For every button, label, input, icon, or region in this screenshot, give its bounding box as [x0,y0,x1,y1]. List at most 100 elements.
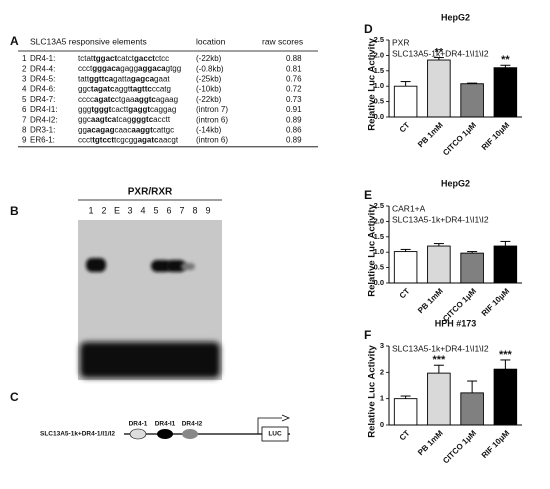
sequence-part: gtgg [166,64,182,73]
lane-label: 2 [101,205,106,215]
element-name: DR4-1: [30,54,55,63]
significance: ** [435,46,444,58]
sequence-part: ccct [78,64,93,73]
bar [427,59,451,118]
location: (-25kb) [196,75,222,84]
sequence-part: cactt [111,105,129,114]
location: (-10kb) [196,85,222,94]
panel-label: C [10,390,19,404]
sequence: cccttgtccttcgcggagatcaacgt [78,136,179,145]
construct-name: SLC13A5-1k+DR4-1/I1/I2 [40,431,115,438]
row-index: 9 [22,136,27,145]
gel-title: PXR/RXR [128,187,173,198]
sequence-part: tctat [78,54,94,63]
sequence-part: catct [117,54,135,63]
element-label: DR4-1 [129,421,148,428]
significance: ** [501,54,510,66]
table-header: location [196,36,226,46]
y-tick-label: 2.0 [374,50,384,59]
sequence-part: gagca [131,75,155,84]
lane-label: E [114,205,120,215]
sequence-part: agatc [138,136,159,145]
location: (-14kb) [196,126,222,135]
sequence-part: tgtcct [92,136,114,145]
location: (intron 6) [196,136,228,145]
sequence-part: gggaca [92,64,121,73]
element-name: DR4-6: [30,85,55,94]
row-index: 7 [22,115,27,124]
sequence-part: ccatg [152,85,171,94]
bar [460,252,484,284]
sequence-part: acctt [153,115,171,124]
bar [393,85,418,118]
row-index: 6 [22,105,27,114]
sequence-part: ctcc [155,54,169,63]
raw-score: 0.72 [286,85,302,94]
x-tick-label: CITCO 1μM [441,120,478,157]
sequence-part: caac [114,126,131,135]
sequence-part: agaag [156,95,178,104]
panel-label: D [364,22,373,36]
sequence-part: gaggt [128,105,150,114]
lane-label: 7 [179,205,184,215]
sequence-part: ggc [78,85,91,94]
element-name: DR4-4: [30,64,55,73]
reporter-label: LUC [268,431,282,438]
y-axis-label: Relative Luc Activity [367,204,378,297]
element-name: ER6-1: [30,136,55,145]
panel-label: E [364,188,372,202]
x-tick-label: CITCO 1μM [441,428,478,465]
panel-label: A [10,34,19,48]
sequence-part: tagttc [130,85,152,94]
x-tick-label: RIF 10μM [480,286,512,318]
element-label: DR4-I1 [155,421,176,428]
chart-title: HepG2 [441,178,470,188]
raw-score: 0.81 [286,64,302,73]
band [166,260,186,272]
table-header: SLC13A5 responsive elements [30,36,147,46]
sequence-part: cccc [78,95,94,104]
y-tick-label: 1.5 [374,232,384,241]
annotation: SLC13A5-1k+DR4-1\I1\I2 [392,214,489,224]
raw-score: 0.91 [286,105,302,114]
reporter-box [261,426,289,442]
bar [393,251,418,284]
raw-score: 0.89 [286,136,302,145]
element-shape [129,428,147,440]
row-index: 2 [22,64,27,73]
sequence-part: tagatc [91,85,115,94]
band [86,258,106,272]
bar [393,398,418,426]
annotation: PXR [392,37,409,47]
gel-bands [80,258,220,378]
sequence-part: aggt [114,85,130,94]
sequence-part: agatc [94,95,115,104]
panel-label: B [10,204,19,218]
sequence-part: ggttca [89,75,114,84]
annotation: CAR1+A [392,203,426,213]
y-tick-label: 0.5 [374,263,384,272]
row-index: 3 [22,75,27,84]
sequence: ccctgggacagaggaggacagtgg [78,64,181,73]
sequence-part: tggact [93,54,117,63]
y-tick-label: 2.5 [374,35,384,44]
sequence-part: tcag [116,115,131,124]
sequence-part: gagg [120,64,138,73]
sequence-part: gggtc [131,115,153,124]
location: (-22kb) [196,95,222,104]
sequence-part: acagag [87,126,115,135]
lane-label: 6 [166,205,171,215]
y-tick-label: 2 [380,367,384,376]
element-name: DR4-I1: [30,105,58,114]
sequence: ggctagatcaggttagttcccatg [78,85,171,94]
bar [427,372,451,426]
band [151,260,171,272]
arrow-head [281,414,291,422]
bar [460,83,484,118]
x-tick-label: RIF 10μM [480,120,512,152]
row-index: 1 [22,54,27,63]
y-axis-label: Relative Luc Activity [367,345,378,438]
sequence-part: ggg [78,105,91,114]
x-tick-label: RIF 10μM [480,428,512,460]
